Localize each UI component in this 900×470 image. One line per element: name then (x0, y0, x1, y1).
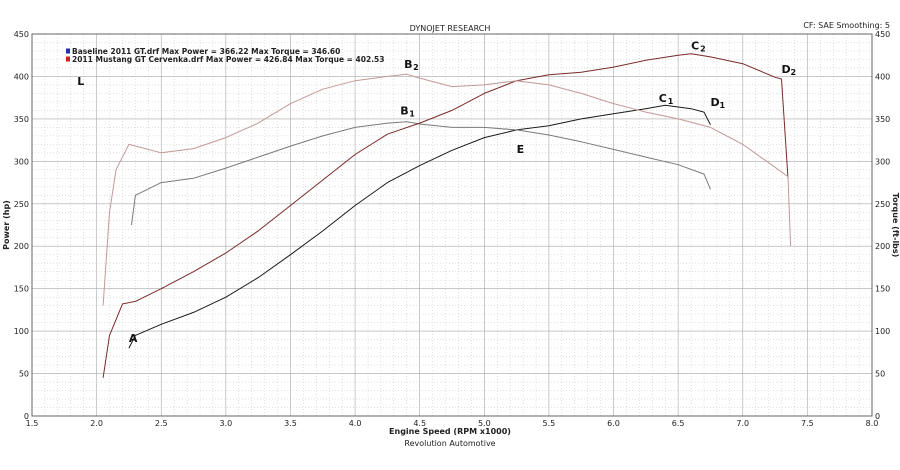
x-tick-label: 4.5 (413, 419, 426, 428)
y2-axis-ticks: 0 50 100 150 200 250 300 350 400 450 (875, 30, 890, 421)
annotation-label: L (77, 75, 84, 88)
plot-frame (31, 33, 873, 417)
y-tick-label: 300 (14, 157, 29, 166)
annotation-subscript: 2 (413, 63, 419, 72)
y-tick-label: 200 (14, 242, 29, 251)
annotation-label: B (404, 58, 412, 71)
series-line-2 (131, 121, 711, 226)
x-tick-label: 5.5 (543, 419, 556, 428)
legend: Baseline 2011 GT.drf Max Power = 366.22 … (66, 47, 385, 64)
x-tick-label: 2.5 (155, 419, 168, 428)
series-line-4 (102, 73, 792, 306)
annotation-subscript: 1 (668, 97, 674, 106)
y-tick-label: 450 (14, 30, 29, 39)
x-tick-label: 4.0 (349, 419, 362, 428)
y2-tick-label: 250 (875, 200, 890, 209)
annotation-label: E (517, 143, 525, 156)
y2-tick-label: 300 (875, 157, 890, 166)
x-tick-label: 7.5 (801, 419, 814, 428)
y2-tick-label: 350 (875, 115, 890, 124)
x-tick-label: 2.0 (90, 419, 103, 428)
annotation-subscript: 1 (409, 110, 415, 119)
x-tick-label: 7.0 (736, 419, 749, 428)
y2-tick-label: 0 (875, 412, 880, 421)
y-tick-label: 250 (14, 200, 29, 209)
annotation-subscript: 2 (700, 44, 706, 53)
y2-tick-label: 50 (875, 370, 885, 379)
chart-settings: CF: SAE Smoothing: 5 (803, 21, 890, 30)
legend-label: Baseline 2011 GT.drf Max Power = 366.22 … (72, 47, 340, 56)
legend-swatch (66, 48, 70, 54)
y-tick-label: 350 (14, 115, 29, 124)
y2-tick-label: 450 (875, 30, 890, 39)
y2-tick-label: 200 (875, 242, 890, 251)
y2-tick-label: 150 (875, 285, 890, 294)
legend-label: 2011 Mustang GT Cervenka.drf Max Power =… (72, 55, 385, 64)
annotation-label: A (129, 332, 138, 345)
x-tick-label: 3.5 (284, 419, 297, 428)
y-tick-label: 100 (14, 327, 29, 336)
annotation-label: D (710, 96, 719, 109)
x-tick-label: 1.5 (26, 419, 39, 428)
y-tick-label: 50 (19, 370, 29, 379)
annotation-label: D (782, 63, 791, 76)
footer-company: Revolution Automotive (404, 439, 495, 448)
y2-tick-label: 400 (875, 72, 890, 81)
y-tick-label: 150 (14, 285, 29, 294)
annotations: AB 1B 2C 1C 2D 1D 2EL (77, 39, 796, 345)
annotation-subscript: 2 (791, 68, 797, 77)
x-tick-label: 6.5 (672, 419, 685, 428)
y2-axis-title: Torque (ft-lbs) (891, 193, 900, 258)
annotation-subscript: 1 (719, 101, 725, 110)
chart-title: DYNOJET RESEARCH (410, 24, 491, 33)
x-tick-label: 3.0 (219, 419, 232, 428)
grid (31, 33, 873, 417)
y-tick-label: 400 (14, 72, 29, 81)
x-axis-title: Engine Speed (RPM x1000) (389, 427, 511, 436)
x-tick-label: 6.0 (607, 419, 620, 428)
legend-swatch (66, 56, 70, 62)
annotation-label: C (691, 39, 699, 52)
annotation-label: B (400, 105, 408, 118)
y-axis-ticks: 0 50 100 150 200 250 300 350 400 450 (14, 30, 29, 421)
y2-tick-label: 100 (875, 327, 890, 336)
x-axis-ticks: 1.5 2.0 2.5 3.0 3.5 4.0 4.5 5.0 5.5 6.0 6.5 7.0 7.5 8… (26, 419, 879, 428)
series-line-1 (128, 104, 711, 349)
y-axis-title: Power (hp) (2, 200, 11, 250)
series-line-3 (102, 53, 789, 378)
annotation-label: C (659, 92, 667, 105)
x-tick-label: 8.0 (866, 419, 879, 428)
y-tick-label: 0 (24, 412, 29, 421)
series-lines (102, 53, 792, 378)
x-tick-label: 5.0 (478, 419, 491, 428)
